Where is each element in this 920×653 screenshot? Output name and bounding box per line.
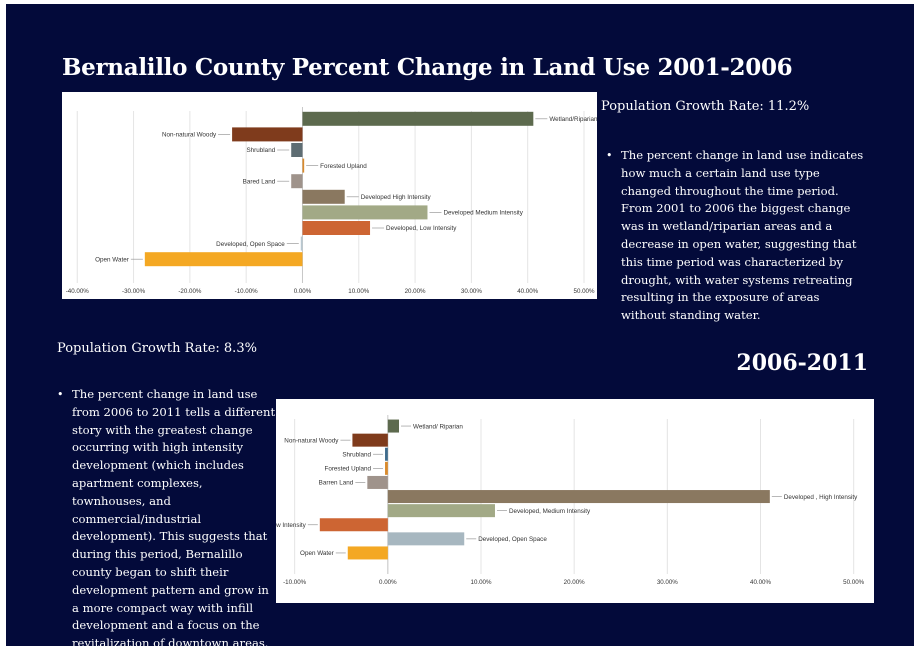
bar — [387, 419, 400, 433]
bar — [302, 189, 345, 204]
land-use-chart-2001-2006: -40.00% -30.00% -20.00% -10.00% 0.00% 10.00% 2… — [62, 92, 597, 299]
description-text-2001-2006: The percent change in land use indicates… — [621, 148, 864, 323]
bar — [302, 221, 371, 235]
x-tick-label: 30.00% — [461, 288, 482, 295]
bullet-dot: • — [57, 388, 64, 401]
x-tick-label: 0.00% — [294, 288, 312, 295]
population-growth-rate-2001-2006: Population Growth Rate: 11.2% — [601, 99, 810, 114]
bar-label: Wetland/Riparian — [549, 116, 597, 123]
bar — [291, 143, 303, 157]
bar — [319, 518, 388, 532]
bar — [347, 546, 388, 560]
bar-label: Developed, Medium Intensity — [509, 508, 591, 515]
x-tick-label: 10.00% — [348, 288, 369, 295]
bar — [352, 433, 388, 447]
bar — [302, 158, 305, 173]
bar-label: Shrubland — [342, 451, 371, 458]
x-tick-label: 20.00% — [405, 288, 426, 295]
page-title: Bernalillo County Percent Change in Land… — [62, 54, 793, 81]
bullet-dot: • — [606, 149, 613, 162]
bar-label: Developed , High Intensity — [784, 494, 858, 501]
bar-label: Open Water — [95, 256, 129, 263]
land-use-bar-chart-2: -10.00% 0.00% 10.00% 20.00% 30.00% 40.00% 50.0… — [276, 415, 865, 586]
land-use-bar-chart-1: -40.00% -30.00% -20.00% -10.00% 0.00% 10.00% 2… — [66, 107, 597, 295]
bar-label: Forested Upland — [324, 466, 371, 473]
bar-label: Open Water — [300, 550, 334, 557]
bar — [302, 205, 428, 220]
bar — [387, 532, 465, 546]
bar — [302, 111, 534, 126]
bar-label: Bared Land — [243, 178, 276, 185]
bar — [291, 174, 303, 189]
bar-label: Non-natural Woody — [284, 437, 339, 444]
x-tick-label: 20.00% — [564, 579, 585, 586]
x-tick-label: 40.00% — [517, 288, 538, 295]
bar — [387, 490, 770, 504]
x-tick-label: 30.00% — [657, 579, 678, 586]
x-tick-label: 50.00% — [574, 288, 595, 295]
x-tick-label: 0.00% — [379, 579, 397, 586]
bar — [385, 447, 388, 461]
land-use-chart-2006-2011: -10.00% 0.00% 10.00% 20.00% 30.00% 40.00% 50.0… — [276, 399, 874, 603]
x-tick-label: -10.00% — [283, 579, 307, 586]
bar-label: Developed, Low Intensity — [386, 225, 457, 232]
x-tick-label: -10.00% — [235, 288, 259, 295]
bar — [385, 461, 388, 475]
bar-label: Shrubland — [246, 147, 275, 154]
bar — [367, 475, 388, 489]
bar-label: Developed Medium Intensity — [443, 210, 523, 217]
bar-label: Developed, Open Space — [478, 536, 547, 543]
bar-label: Wetland/ Riparian — [413, 423, 463, 430]
bar-label: Developed High Intensity — [361, 194, 432, 201]
poster-background: Bernalillo County Percent Change in Land… — [6, 4, 914, 650]
bar — [300, 236, 303, 251]
description-text-2006-2011: The percent change in land use from 2006… — [72, 387, 276, 651]
bar-label: Forested Upland — [320, 163, 367, 170]
bar-label: Barren Land — [319, 480, 354, 487]
x-tick-label: 10.00% — [471, 579, 492, 586]
population-growth-rate-2006-2011: Population Growth Rate: 8.3% — [57, 341, 257, 356]
bar — [232, 127, 303, 142]
bar-label: Developed, Open Space — [216, 241, 285, 248]
bar — [387, 504, 495, 518]
section-title-2006-2011: 2006-2011 — [736, 350, 868, 376]
x-tick-label: -40.00% — [66, 288, 90, 295]
bar — [144, 252, 303, 267]
x-tick-label: -20.00% — [178, 288, 202, 295]
x-tick-label: 50.00% — [843, 579, 864, 586]
x-tick-label: -30.00% — [122, 288, 146, 295]
description-bullet-2006-2011: • The percent change in land use from 20… — [57, 386, 278, 653]
bar-label: Non-natural Woody — [162, 132, 217, 139]
bar-label: Developed, Low Intensity — [276, 522, 307, 529]
x-tick-label: 40.00% — [750, 579, 771, 586]
description-bullet-2001-2006: • The percent change in land use indicat… — [606, 147, 867, 325]
